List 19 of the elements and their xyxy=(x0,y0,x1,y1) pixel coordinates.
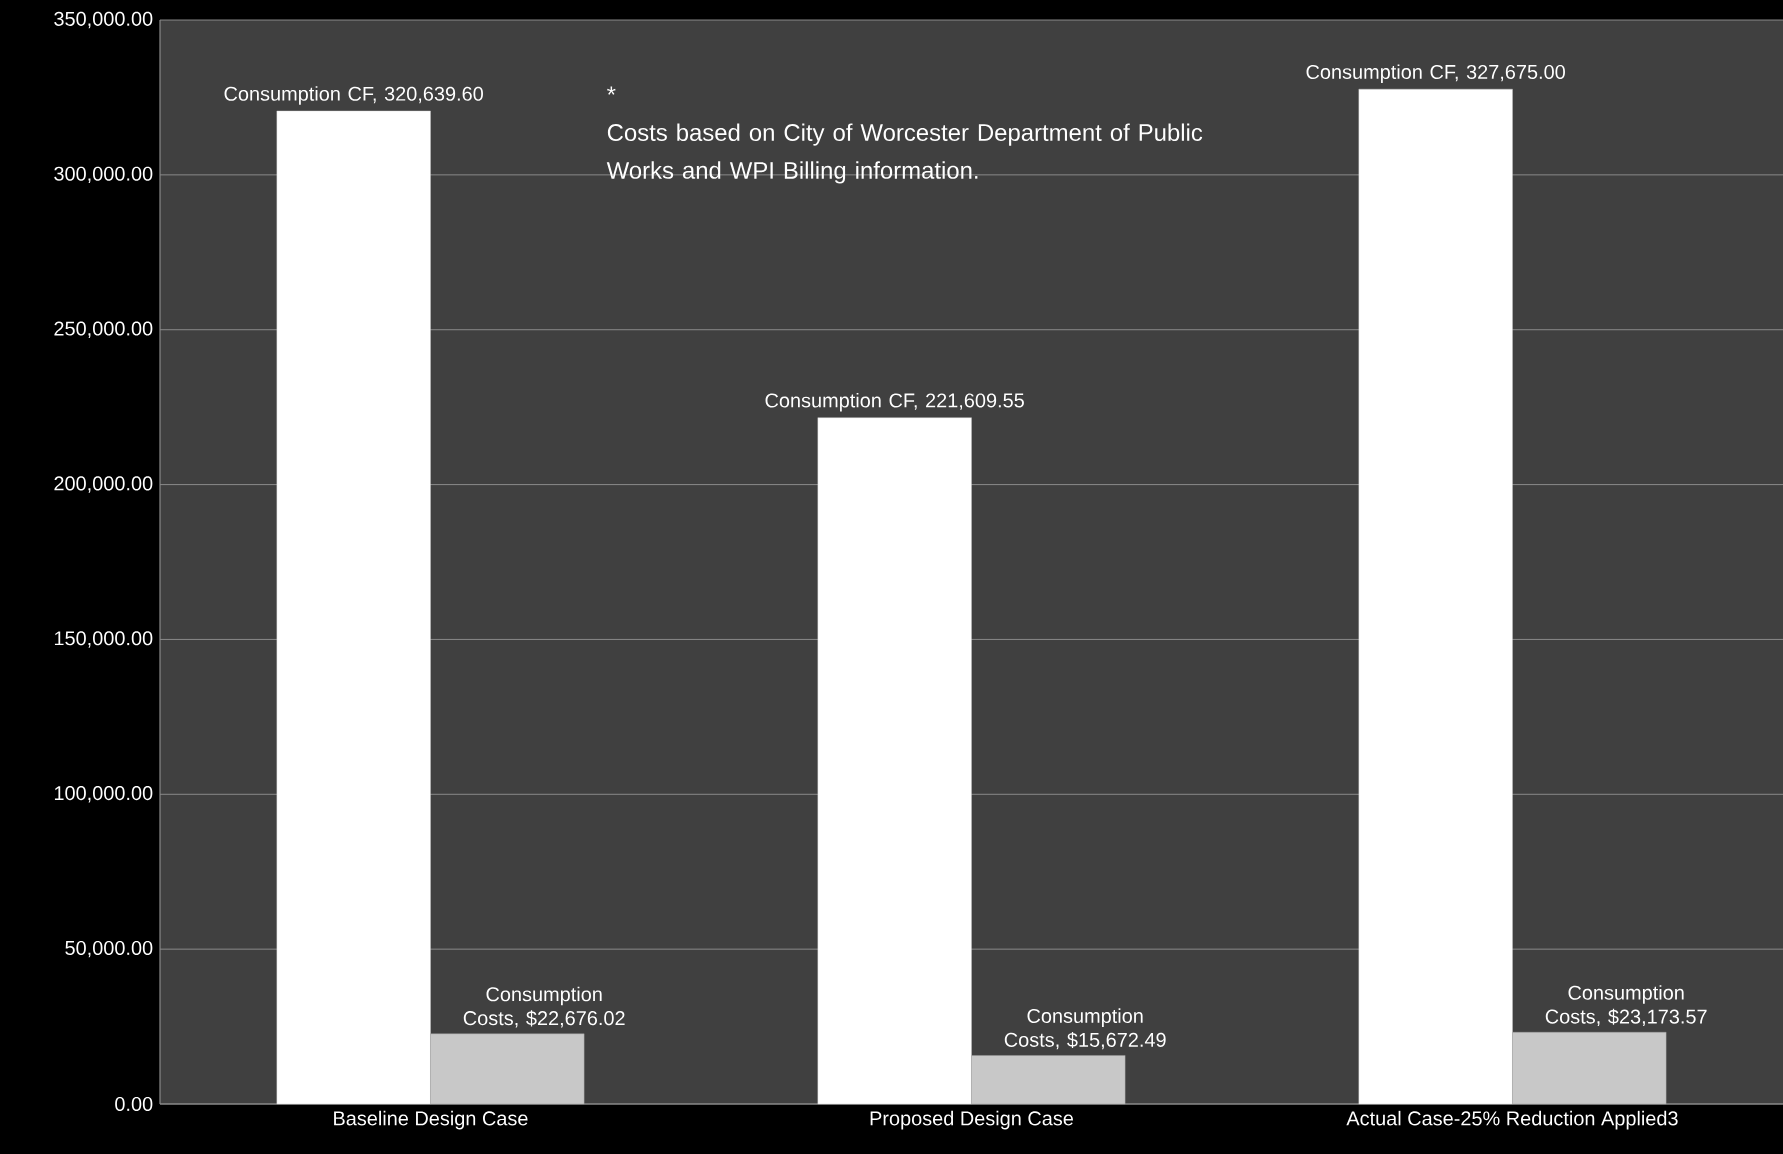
data-label: Consumption Costs, $22,676.02 xyxy=(463,986,625,1028)
y-tick-label: 300,000.00 xyxy=(54,166,153,184)
x-tick-label: Actual Case-25% Reduction Applied3 xyxy=(1346,1110,1678,1130)
y-tick-label: 350,000.00 xyxy=(54,11,153,29)
y-tick-label: 100,000.00 xyxy=(54,786,153,803)
y-tick-label: 250,000.00 xyxy=(54,321,153,338)
x-tick-label: Baseline Design Case xyxy=(334,1110,528,1130)
y-tick-label: 200,000.00 xyxy=(54,476,153,493)
data-label: Consumption CF, 221,609.55 xyxy=(765,392,1024,412)
data-label: Consumption CF, 320,639.60 xyxy=(224,86,483,105)
annotation: Costs based on City of Worcester Department of Public Works and WPI Billing information. xyxy=(606,123,1203,184)
data-label: Consumption Costs, $15,672.49 xyxy=(1004,1008,1166,1050)
annotation: * xyxy=(607,86,616,95)
y-tick-label: 0.00 xyxy=(115,1096,153,1112)
y-tick-label: 50,000.00 xyxy=(65,940,153,958)
data-label: Consumption CF, 327,675.00 xyxy=(1306,64,1565,83)
data-label: Consumption Costs, $23,173.57 xyxy=(1545,985,1707,1027)
x-tick-label: Proposed Design Case xyxy=(870,1110,1073,1130)
y-tick-label: 150,000.00 xyxy=(54,631,153,648)
